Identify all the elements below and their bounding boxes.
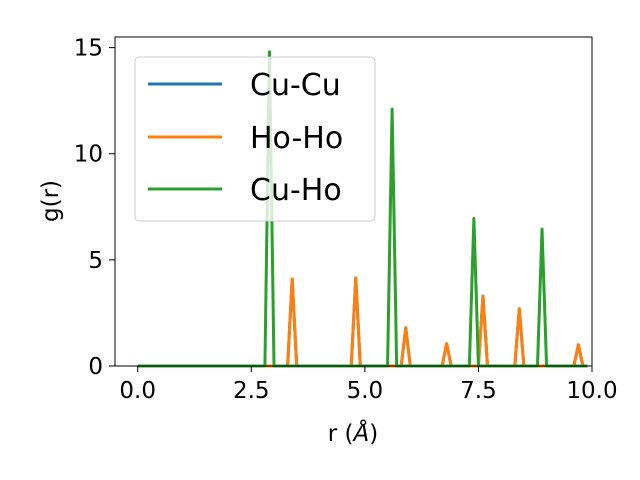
legend: Cu-Cu Ho-Ho Cu-Ho — [134, 56, 376, 222]
x-tick-label: 2.5 — [233, 378, 270, 404]
x-axis: 0.0 2.5 5.0 7.5 10.0 — [119, 366, 618, 404]
x-axis-label-symbol: Å — [352, 419, 370, 447]
plot-frame — [114, 36, 593, 367]
legend-box — [134, 56, 376, 222]
legend-label-cu-ho: Cu-Ho — [250, 173, 342, 208]
legend-label-ho-ho: Ho-Ho — [250, 121, 343, 156]
x-tick-label: 0.0 — [119, 378, 156, 404]
y-axis: 0 5 10 15 — [74, 36, 115, 380]
y-tick-label: 5 — [88, 248, 103, 274]
x-tick-label: 7.5 — [460, 378, 497, 404]
y-tick-label: 0 — [88, 354, 103, 380]
x-tick-label: 5.0 — [347, 378, 384, 404]
x-axis-label: r (Å) — [328, 419, 378, 447]
x-tick-label: 10.0 — [566, 378, 617, 404]
legend-label-cu-cu: Cu-Cu — [250, 68, 341, 103]
y-tick-label: 10 — [74, 142, 103, 168]
y-axis-label: g(r) — [38, 180, 64, 222]
y-tick-label: 15 — [74, 36, 103, 62]
